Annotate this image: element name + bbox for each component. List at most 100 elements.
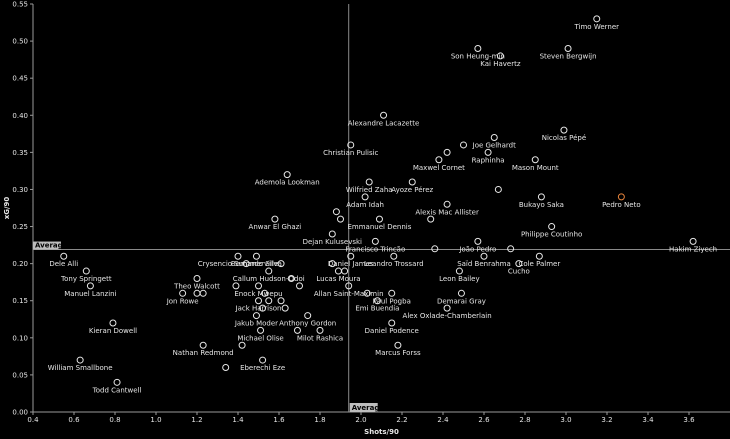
data-point	[179, 289, 187, 297]
data-point	[380, 111, 388, 119]
point-label: Enock Mwepu	[234, 290, 282, 298]
x-tick-label: 2.8	[519, 416, 530, 424]
point-label: Hakim Ziyech	[669, 245, 717, 253]
x-tick-label: 3.0	[560, 416, 571, 424]
x-tick-label: 2.6	[478, 416, 490, 424]
data-point	[238, 341, 246, 349]
data-point	[86, 282, 94, 290]
point-label: Anwar El Ghazi	[249, 223, 302, 231]
data-point	[564, 45, 572, 53]
data-point	[328, 230, 336, 238]
point-label: Nathan Redmond	[173, 349, 234, 357]
data-point	[443, 200, 451, 208]
data-point	[455, 267, 463, 275]
x-tick-label: 2.2	[396, 416, 407, 424]
data-point	[277, 260, 285, 268]
point-label: Daniel James	[328, 260, 374, 268]
data-point	[496, 52, 504, 60]
data-point	[494, 185, 502, 193]
y-tick-label: 0.25	[12, 223, 28, 231]
point-label: Saïd Benrahma	[457, 260, 511, 268]
data-point	[242, 260, 250, 268]
point-label: Manuel Lanzini	[64, 290, 116, 298]
data-point	[261, 289, 269, 297]
y-tick-label: 0.50	[12, 38, 28, 46]
point-label: Callum Hudson-Odoi	[233, 275, 305, 283]
point-label: Alexandre Lacazette	[348, 119, 420, 127]
point-label: Emmanuel Dennis	[348, 223, 412, 231]
data-point	[232, 282, 240, 290]
point-label: Eberechi Eze	[240, 364, 285, 372]
point-label: Son Heung-min	[451, 53, 505, 61]
point-label: Lucas Moura	[316, 275, 360, 283]
data-point	[334, 267, 342, 275]
y-tick-label: 0.20	[12, 260, 28, 268]
data-point	[259, 356, 267, 364]
data-point	[388, 289, 396, 297]
point-label: Ademola Lookman	[255, 179, 320, 187]
point-label: Leandro Trossard	[364, 260, 424, 268]
data-point	[345, 282, 353, 290]
x-tick-label: 1.8	[314, 416, 325, 424]
x-axis-title: Shots/90	[364, 428, 399, 436]
point-label: Cole Palmer	[518, 260, 560, 268]
point-label: Alex Oxlade-Chamberlain	[403, 312, 492, 320]
point-label: Daniel Podence	[365, 327, 419, 335]
data-point	[271, 215, 279, 223]
point-label: Kieran Dowell	[89, 327, 137, 335]
data-point	[199, 289, 207, 297]
point-label: Jack Harrison	[235, 305, 282, 313]
y-tick-label: 0.05	[12, 371, 28, 379]
data-point	[431, 245, 439, 253]
data-point	[548, 223, 556, 231]
point-label: William Smallbone	[48, 364, 113, 372]
data-point	[347, 252, 355, 260]
point-label: Alexis Mac Allister	[415, 208, 479, 216]
data-point	[76, 356, 84, 364]
point-label: Dejan Kulusevski	[303, 238, 362, 246]
data-point	[259, 304, 267, 312]
point-label: Maxwel Cornet	[413, 164, 465, 172]
data-point	[257, 326, 265, 334]
data-point	[474, 45, 482, 53]
data-point	[113, 378, 121, 386]
point-label: Francisco Trincão	[345, 245, 405, 253]
point-label: Christian Pulisic	[323, 149, 378, 157]
data-point	[337, 215, 344, 223]
x-tick-label: 1.4	[232, 416, 244, 424]
point-label: Ayoze Pérez	[391, 186, 433, 194]
data-point	[328, 260, 336, 268]
x-tick-label: 0.8	[109, 416, 120, 424]
point-label: Crysencio Summerville	[198, 260, 279, 268]
data-point	[222, 363, 230, 371]
data-point	[361, 193, 369, 201]
y-tick-label: 0.30	[12, 186, 28, 194]
data-point	[265, 297, 273, 305]
data-point	[60, 252, 68, 260]
data-point	[457, 289, 465, 297]
data-point	[82, 267, 90, 275]
data-point	[252, 252, 260, 260]
y-tick-label: 0.15	[12, 297, 28, 305]
data-point	[460, 141, 467, 149]
point-label: Allan Saint-Maximin	[314, 290, 384, 298]
data-point	[316, 326, 324, 334]
average-label-y: Average	[35, 242, 68, 250]
point-label: Theo Walcott	[173, 282, 220, 290]
data-point	[560, 126, 568, 134]
point-label: Emi Buendía	[355, 305, 399, 313]
data-point	[193, 289, 201, 297]
point-label: Bernardo Silva	[231, 260, 282, 268]
data-point	[199, 341, 207, 349]
point-label: Adam Idah	[346, 201, 384, 209]
data-point	[531, 156, 539, 164]
point-label: Paul Pogba	[373, 297, 411, 305]
y-axis-title: xG/90	[3, 197, 11, 220]
data-point	[265, 267, 273, 275]
y-tick-label: 0.10	[12, 334, 28, 342]
data-point	[443, 148, 451, 156]
data-point	[252, 312, 260, 320]
data-point	[255, 297, 262, 305]
point-label: Jon Rowe	[166, 297, 199, 305]
